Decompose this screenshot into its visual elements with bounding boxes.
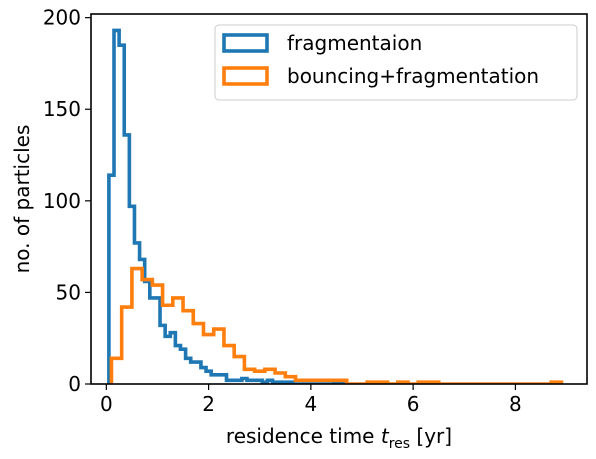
y-tick-label: 0: [68, 372, 81, 396]
y-axis-label: no. of particles: [10, 125, 34, 274]
x-tick-label: 2: [202, 392, 215, 416]
y-axis-ticks: 0 50 100 150 200: [43, 6, 91, 396]
y-tick-label: 100: [43, 189, 81, 213]
y-tick-label: 200: [43, 6, 81, 30]
x-axis-ticks: 0 2 4 6 8: [100, 384, 522, 416]
x-axis-label: residence time tres [yr]: [226, 424, 452, 452]
legend-box: [214, 24, 578, 101]
x-tick-label: 8: [509, 392, 522, 416]
legend-label: fragmentaion: [287, 31, 422, 55]
histogram-series-2: [109, 266, 564, 384]
x-tick-label: 4: [305, 392, 318, 416]
x-tick-label: 0: [100, 392, 113, 416]
legend-swatch: [222, 33, 269, 53]
axes-frame: [90, 13, 588, 385]
legend-swatch: [222, 66, 269, 86]
x-tick-label: 6: [407, 392, 420, 416]
y-tick-label: 150: [43, 97, 81, 121]
legend-label: bouncing+fragmentation: [287, 64, 539, 88]
legend: fragmentaion bouncing+fragmentation: [214, 24, 578, 101]
y-tick-label: 50: [56, 280, 81, 304]
